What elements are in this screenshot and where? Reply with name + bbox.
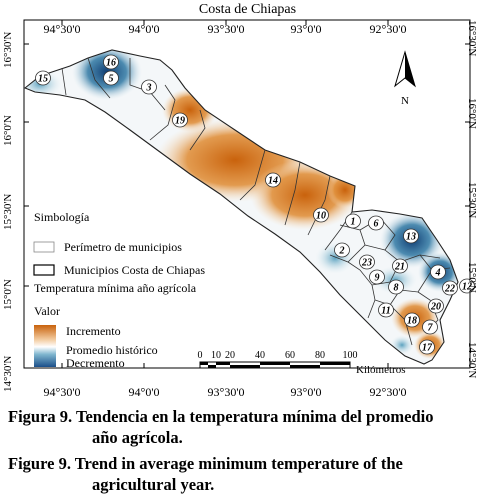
- municipio-marker-1: [345, 213, 361, 229]
- lat-label-right-3: 15°30'N: [466, 182, 478, 219]
- municipio-marker-6: [368, 215, 384, 231]
- lat-label-right-2: 16°0'N: [466, 98, 478, 129]
- municipio-marker-7: [422, 319, 438, 335]
- scale-bar: [199, 361, 351, 369]
- north-label: N: [401, 95, 409, 107]
- lon-label-bottom-5: 92°30'0: [369, 385, 407, 399]
- municipio-marker-5: [103, 70, 119, 86]
- municipio-label-22: 22: [444, 284, 455, 295]
- municipio-label-9: 9: [375, 273, 380, 284]
- scale-tick-label: 0: [198, 350, 203, 361]
- municipio-marker-22: [442, 280, 458, 296]
- municipio-label-11: 11: [381, 306, 390, 317]
- caption-es-line2: año agrícola.: [92, 428, 183, 447]
- lon-label-top-3: 93°30'0: [207, 22, 245, 36]
- municipio-marker-15: [35, 70, 51, 86]
- legend-municipios-swatch: [33, 264, 55, 276]
- municipio-label-13: 13: [406, 232, 416, 243]
- legend-perimeter-label: Perímetro de municipios: [64, 240, 182, 254]
- lon-label-top-4: 93°0'0: [290, 22, 322, 36]
- scale-labels: 0 10 20 40 60 80 100: [198, 350, 358, 361]
- municipio-marker-9: [369, 269, 385, 285]
- municipio-marker-3: [141, 79, 157, 95]
- municipio-marker-19: [172, 112, 188, 128]
- lat-label-left-4: 15°0'N: [2, 279, 14, 310]
- municipio-marker-8: [388, 279, 404, 295]
- legend-heading: Simbología: [34, 210, 90, 224]
- caption-en-line2: agricultural year.: [92, 475, 215, 494]
- municipio-label-18: 18: [407, 316, 417, 327]
- municipio-marker-21: [392, 258, 408, 274]
- scale-tick-label: 100: [343, 350, 358, 361]
- lon-label-top-5: 92°30'0: [369, 22, 407, 36]
- lat-label-left-1: 16°30'N: [2, 31, 14, 68]
- municipio-marker-13: [403, 228, 419, 244]
- lat-label-left-3: 15°30'N: [2, 193, 14, 230]
- scale-tick-label: 10: [211, 350, 221, 361]
- legend-variable-label: Temperatura mínima año agrícola: [34, 281, 197, 295]
- legend-increase-label: Incremento: [66, 324, 121, 338]
- legend-perimeter-swatch: [33, 241, 55, 253]
- scale-tick-label: 40: [255, 350, 265, 361]
- municipio-marker-14: [265, 172, 281, 188]
- municipio-marker-12: [459, 278, 475, 294]
- municipio-label-5: 5: [109, 74, 114, 85]
- municipio-marker-17: [419, 339, 435, 355]
- scale-tick-label: 60: [285, 350, 295, 361]
- municipio-label-16: 16: [106, 58, 116, 69]
- lon-label-bottom-2: 94°0'0: [128, 385, 160, 399]
- municipio-marker-20: [428, 298, 444, 314]
- municipio-label-12: 12: [462, 282, 472, 293]
- municipio-marker-4: [430, 264, 446, 280]
- municipio-label-20: 20: [430, 302, 441, 313]
- lat-label-left-5: 14°30'N: [2, 355, 14, 392]
- municipio-label-15: 15: [38, 74, 48, 85]
- municipio-label-17: 17: [422, 343, 433, 354]
- municipio-label-6: 6: [374, 219, 379, 230]
- municipio-marker-10: [313, 207, 329, 223]
- municipio-marker-23: [359, 254, 375, 270]
- scale-unit: Kilómetros: [356, 364, 406, 376]
- municipio-label-1: 1: [351, 217, 356, 228]
- municipio-label-7: 7: [428, 323, 434, 334]
- municipio-label-8: 8: [394, 283, 399, 294]
- municipio-label-19: 19: [175, 116, 185, 127]
- lon-label-bottom-4: 93°0'0: [290, 385, 322, 399]
- lon-label-bottom-3: 93°30'0: [207, 385, 245, 399]
- legend-historic-label: Promedio histórico: [66, 343, 158, 357]
- lon-label-top-1: 94°30'0: [43, 22, 81, 36]
- municipio-label-3: 3: [146, 83, 152, 94]
- lat-label-left-2: 16°0'N: [2, 115, 14, 146]
- lon-label-bottom-1: 94°30'0: [43, 385, 81, 399]
- municipio-marker-18: [404, 312, 420, 328]
- municipio-label-14: 14: [268, 176, 278, 187]
- lat-label-right-4: 15°0'N: [466, 262, 478, 293]
- municipio-label-4: 4: [435, 268, 441, 279]
- lat-label-right-1: 16°30'N: [466, 20, 478, 57]
- legend-color-ramp: [34, 325, 56, 367]
- scale-tick-label: 80: [315, 350, 325, 361]
- legend-valor-label: Valor: [34, 304, 60, 318]
- scale-tick-label: 20: [225, 350, 235, 361]
- legend-municipios-label: Municipios Costa de Chiapas: [64, 263, 205, 277]
- caption-es-line1: Figura 9. Tendencia en la temperatura mí…: [8, 407, 434, 426]
- north-arrow-icon: [394, 50, 416, 88]
- municipio-marker-2: [334, 242, 350, 258]
- municipio-label-21: 21: [394, 262, 405, 273]
- municipio-label-2: 2: [339, 246, 345, 257]
- caption-en-line1: Figure 9. Trend in average minimum tempe…: [8, 454, 403, 473]
- municipio-marker-11: [378, 302, 394, 318]
- lon-label-top-2: 94°0'0: [128, 22, 160, 36]
- municipio-label-23: 23: [361, 258, 372, 269]
- legend-decrease-label: Decremento: [66, 356, 125, 370]
- map-title: Costa de Chiapas: [198, 2, 297, 17]
- municipio-marker-16: [103, 54, 119, 70]
- municipio-label-10: 10: [316, 211, 326, 222]
- lat-label-right-5: 14°30'N: [466, 342, 478, 379]
